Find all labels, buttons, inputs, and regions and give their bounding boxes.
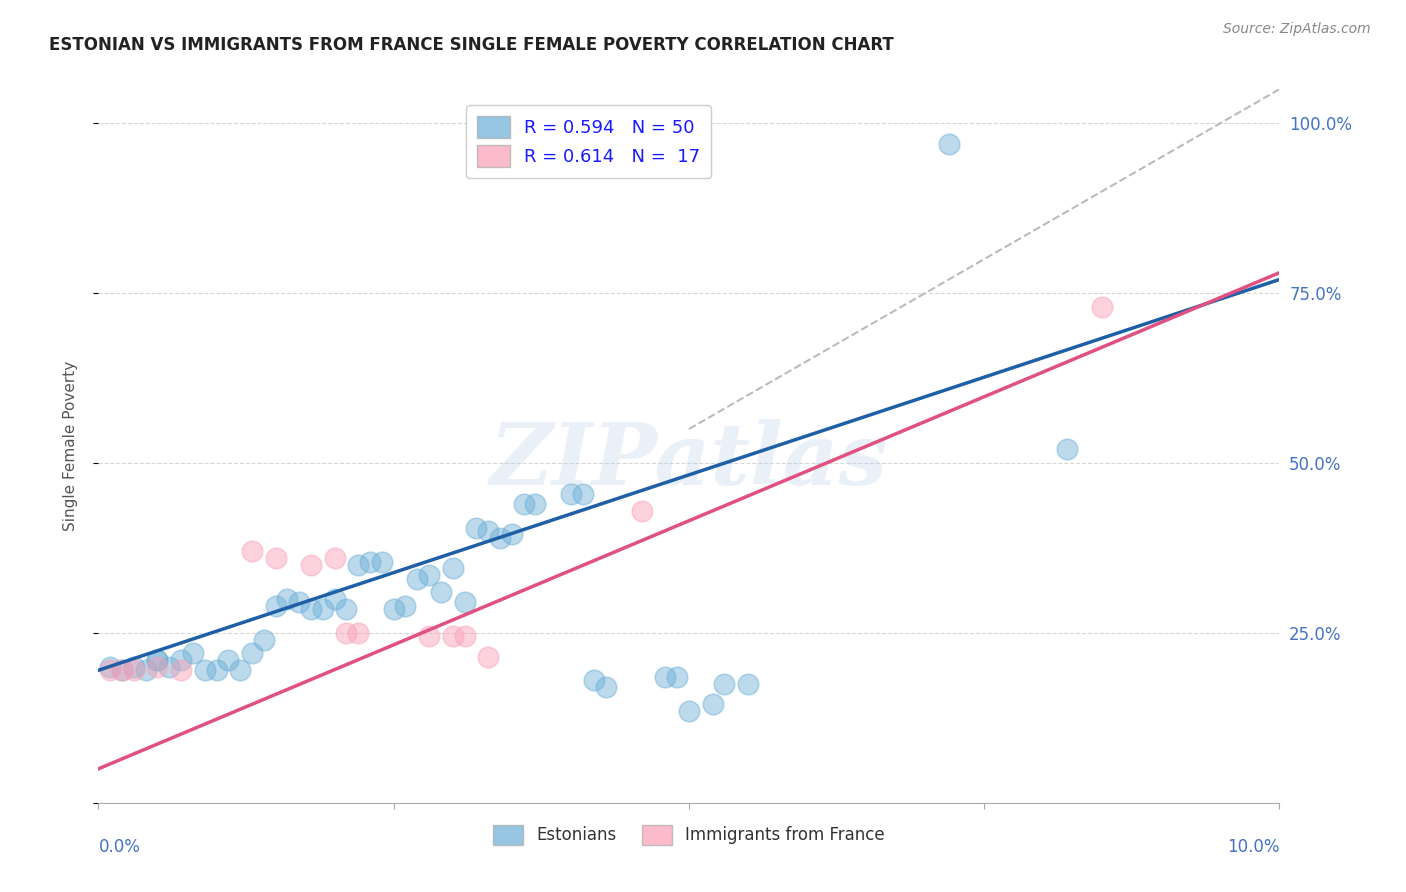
Point [229, 663, 252, 677]
Point [453, 595, 475, 609]
Y-axis label: Single Female Poverty: Single Female Poverty [63, 361, 77, 531]
Point [335, 602, 357, 616]
Point [430, 585, 453, 599]
Point [441, 561, 464, 575]
Text: 10.0%: 10.0% [1227, 838, 1279, 856]
Point [441, 629, 464, 643]
Point [347, 626, 370, 640]
Point [111, 663, 134, 677]
Point [288, 595, 311, 609]
Point [583, 673, 606, 688]
Point [560, 486, 582, 500]
Point [146, 653, 169, 667]
Point [371, 555, 394, 569]
Point [382, 602, 405, 616]
Point [406, 572, 429, 586]
Point [170, 653, 193, 667]
Text: ESTONIAN VS IMMIGRANTS FROM FRANCE SINGLE FEMALE POVERTY CORRELATION CHART: ESTONIAN VS IMMIGRANTS FROM FRANCE SINGL… [49, 36, 894, 54]
Point [98, 660, 121, 674]
Point [205, 663, 228, 677]
Point [181, 646, 204, 660]
Point [359, 555, 381, 569]
Point [1056, 442, 1078, 457]
Point [571, 486, 593, 500]
Point [240, 544, 263, 558]
Point [477, 649, 499, 664]
Point [312, 602, 335, 616]
Point [122, 660, 145, 674]
Point [477, 524, 499, 538]
Point [335, 626, 357, 640]
Point [347, 558, 370, 572]
Point [323, 591, 346, 606]
Point [702, 698, 724, 712]
Legend: Estonians, Immigrants from France: Estonians, Immigrants from France [486, 818, 891, 852]
Point [240, 646, 263, 660]
Point [146, 653, 169, 667]
Point [524, 497, 547, 511]
Point [737, 677, 759, 691]
Point [713, 677, 735, 691]
Point [299, 602, 322, 616]
Point [170, 663, 193, 677]
Point [111, 663, 134, 677]
Point [264, 599, 287, 613]
Point [453, 629, 475, 643]
Point [122, 663, 145, 677]
Point [135, 663, 157, 677]
Point [666, 670, 689, 684]
Point [299, 558, 322, 572]
Point [678, 704, 700, 718]
Point [512, 497, 534, 511]
Point [489, 531, 512, 545]
Point [98, 663, 121, 677]
Text: 0.0%: 0.0% [98, 838, 141, 856]
Point [217, 653, 239, 667]
Point [654, 670, 676, 684]
Point [630, 503, 652, 517]
Point [418, 568, 440, 582]
Text: ZIPatlas: ZIPatlas [489, 418, 889, 502]
Point [501, 527, 523, 541]
Point [595, 680, 617, 694]
Point [146, 660, 169, 674]
Point [253, 632, 276, 647]
Point [276, 591, 298, 606]
Point [938, 136, 960, 151]
Point [157, 660, 180, 674]
Point [465, 520, 488, 534]
Point [194, 663, 217, 677]
Point [394, 599, 416, 613]
Text: Source: ZipAtlas.com: Source: ZipAtlas.com [1223, 22, 1371, 37]
Point [323, 551, 346, 566]
Point [1091, 300, 1114, 314]
Point [264, 551, 287, 566]
Point [418, 629, 440, 643]
